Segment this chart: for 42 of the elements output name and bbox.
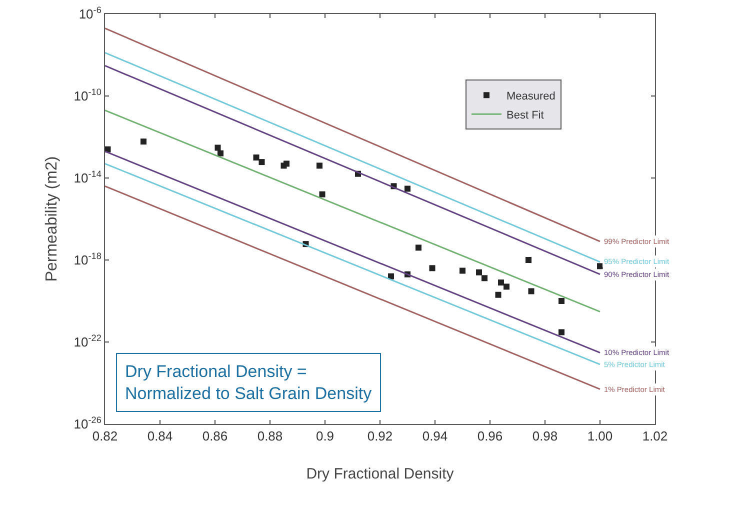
point	[319, 191, 326, 198]
x-tick-label: 0.92	[367, 428, 393, 444]
x-tick-label: 0.88	[257, 428, 283, 444]
point	[528, 288, 534, 294]
y-tick-label: 10$^{-6}$	[78, 5, 102, 22]
point	[495, 292, 502, 298]
legend-label: Measured	[506, 90, 556, 102]
point	[218, 150, 224, 156]
point	[316, 162, 322, 169]
x-tick-label: 0.98	[532, 428, 558, 444]
point	[140, 138, 146, 145]
legend-label: Best Fit	[506, 109, 544, 122]
x-tick-label: 1.02	[642, 428, 668, 444]
point	[498, 279, 504, 286]
point	[482, 275, 488, 282]
y-axis-title: Permeability (m2)	[44, 156, 61, 282]
annotation: Dry Fractional Density = Normalized to Salt Grain Density	[125, 362, 372, 404]
point	[476, 269, 482, 276]
x-tick-label: 0.9	[316, 428, 334, 444]
point	[429, 265, 436, 272]
x-tick-label: 0.96	[477, 428, 503, 444]
x-tick-label: 0.84	[147, 428, 173, 444]
point	[526, 257, 532, 263]
point	[504, 284, 510, 290]
x-tick-label: 0.86	[202, 428, 228, 444]
point	[404, 186, 410, 192]
y-tick-label: 10$^{-10}$	[74, 87, 102, 104]
point	[416, 244, 422, 251]
point	[284, 160, 290, 167]
x-tick-label: 1.00	[587, 428, 613, 444]
y-tick-label: 10$^{-22}$	[74, 333, 102, 350]
x-axis-title: Dry Fractional Density	[306, 466, 454, 483]
point	[460, 268, 466, 274]
point	[558, 298, 564, 304]
point	[258, 159, 265, 166]
y-tick-label: 10$^{-18}$	[74, 251, 102, 268]
point	[214, 144, 221, 151]
point	[558, 329, 564, 336]
point	[253, 154, 260, 160]
x-tick-label: 0.94	[422, 428, 448, 444]
point	[597, 263, 603, 270]
y-tick-label: 10$^{-14}$	[74, 169, 102, 186]
